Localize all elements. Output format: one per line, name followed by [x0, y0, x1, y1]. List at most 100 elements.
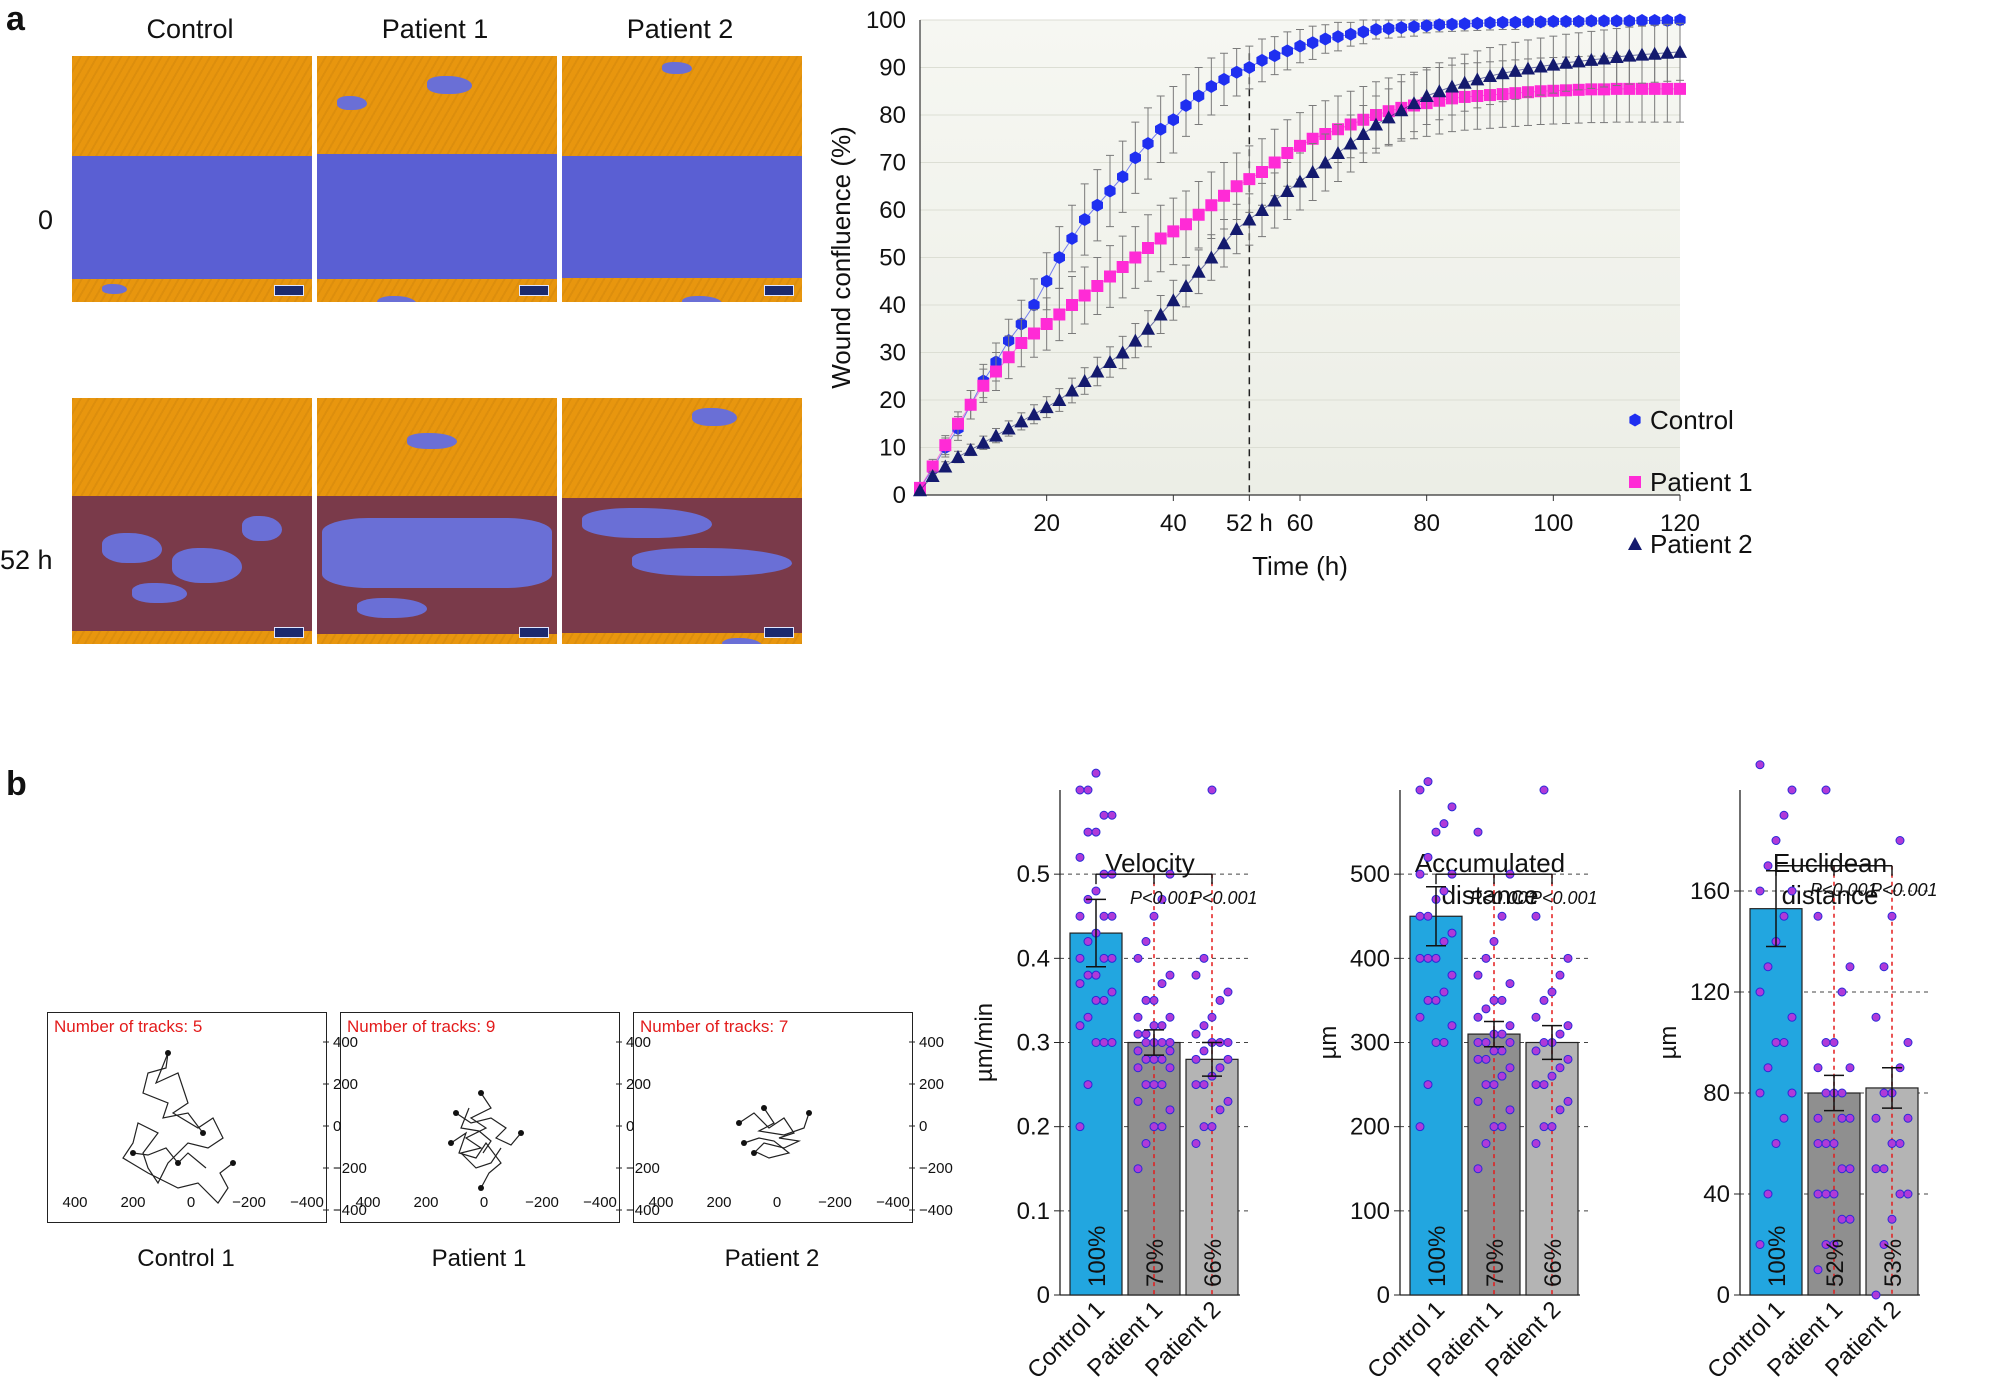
data-dot [1497, 995, 1507, 1005]
data-dot [1547, 987, 1557, 997]
legend-label: Patient 2 [1650, 529, 1753, 559]
data-point [1014, 414, 1029, 428]
data-dot [1497, 1029, 1507, 1039]
data-point [1547, 14, 1559, 28]
data-point [1457, 75, 1472, 89]
data-dot [1083, 785, 1093, 795]
track-plot-control-1: Number of tracks: 5 [47, 1012, 327, 1223]
data-dot [1837, 987, 1847, 997]
track-xtick-label: 200 [706, 1194, 731, 1211]
data-dot [1091, 1038, 1101, 1047]
data-point [1306, 132, 1319, 145]
data-point [1053, 251, 1065, 264]
data-dot [1771, 836, 1781, 845]
data-point [1648, 82, 1661, 95]
data-dot [1141, 995, 1151, 1005]
data-point [1609, 50, 1624, 64]
data-point [1332, 30, 1344, 44]
data-point [1256, 166, 1268, 178]
data-dot [1423, 995, 1433, 1005]
ytick-label: 500 [1350, 861, 1390, 888]
data-point [1319, 32, 1331, 46]
data-dot [1763, 861, 1773, 871]
data-point [1281, 147, 1294, 159]
data-dot [1075, 979, 1085, 989]
data-dot [1149, 911, 1159, 921]
euclidean-distance-chart: Euclideandistance04080120160µm100%Contro… [1660, 760, 1938, 1384]
ytick-label: 0.5 [1017, 861, 1050, 888]
data-dot [1505, 1105, 1515, 1115]
data-dot [1223, 1096, 1233, 1106]
ytick-label: 80 [879, 102, 906, 129]
data-point [1647, 46, 1662, 60]
data-point [1395, 21, 1407, 35]
data-point [1585, 14, 1597, 28]
data-dot [1895, 1139, 1905, 1148]
data-point [952, 417, 964, 430]
data-dot [1199, 1021, 1209, 1031]
data-dot [1489, 995, 1499, 1005]
data-point [963, 442, 978, 456]
data-point [1191, 264, 1206, 278]
data-point [1408, 20, 1420, 34]
ytick-label: 80 [1703, 1080, 1730, 1107]
data-dot [1813, 1139, 1823, 1148]
data-dot [1497, 1071, 1507, 1081]
data-dot [1133, 1164, 1143, 1174]
data-point [1470, 72, 1485, 86]
data-dot [1075, 911, 1085, 921]
data-point [1343, 136, 1358, 150]
data-dot [1481, 1038, 1491, 1047]
data-dot [1771, 1038, 1781, 1047]
data-dot [1099, 1038, 1109, 1047]
data-point [1027, 407, 1041, 421]
chart-title: Euclidean [1773, 848, 1887, 878]
data-dot [1107, 911, 1117, 921]
data-dot [1473, 827, 1483, 837]
data-dot [1091, 768, 1101, 778]
data-point [1268, 156, 1281, 169]
ytick-label: 100 [866, 7, 906, 34]
data-dot [1415, 953, 1425, 963]
data-dot [1489, 1080, 1499, 1090]
data-dot [1141, 1029, 1151, 1039]
data-dot [1165, 1105, 1175, 1115]
ytick-label: 0.4 [1017, 945, 1050, 972]
data-dot [1423, 777, 1433, 787]
data-dot [1531, 1046, 1541, 1056]
data-point [1432, 84, 1447, 98]
data-dot [1845, 1063, 1855, 1073]
chart-title: distance [1442, 880, 1539, 910]
data-point [1065, 383, 1079, 397]
track-ytick-label: −400 [333, 1202, 367, 1219]
micrograph-patient-1-0h [317, 56, 557, 302]
data-dot [1157, 1054, 1167, 1064]
data-dot [1415, 1012, 1425, 1022]
ytick-label: 0 [893, 482, 906, 509]
data-dot [1531, 911, 1541, 921]
data-dot [1555, 1063, 1565, 1073]
data-point [1204, 250, 1219, 264]
data-dot [1423, 1080, 1433, 1090]
data-dot [1787, 1088, 1797, 1098]
data-dot [1207, 785, 1217, 795]
data-dot [1813, 911, 1823, 921]
data-dot [1505, 1021, 1515, 1031]
data-dot [1547, 1122, 1557, 1132]
data-point [1307, 36, 1319, 50]
data-point [1521, 61, 1535, 75]
data-point [1255, 203, 1269, 216]
data-point [1217, 236, 1231, 250]
data-dot [1447, 1021, 1457, 1031]
data-point [1622, 48, 1637, 62]
data-dot [1763, 1063, 1773, 1073]
data-dot [1415, 1122, 1425, 1132]
data-dot [1755, 1240, 1765, 1249]
y-axis-label: µm [1320, 1026, 1342, 1060]
track-ytick-label: 0 [333, 1118, 341, 1135]
micrograph-patient-2-52h [562, 398, 802, 644]
data-dot [1107, 810, 1117, 820]
bar-percent-label: 66% [1540, 1239, 1567, 1287]
data-dot [1165, 1038, 1175, 1047]
ytick-label: 30 [879, 340, 906, 367]
